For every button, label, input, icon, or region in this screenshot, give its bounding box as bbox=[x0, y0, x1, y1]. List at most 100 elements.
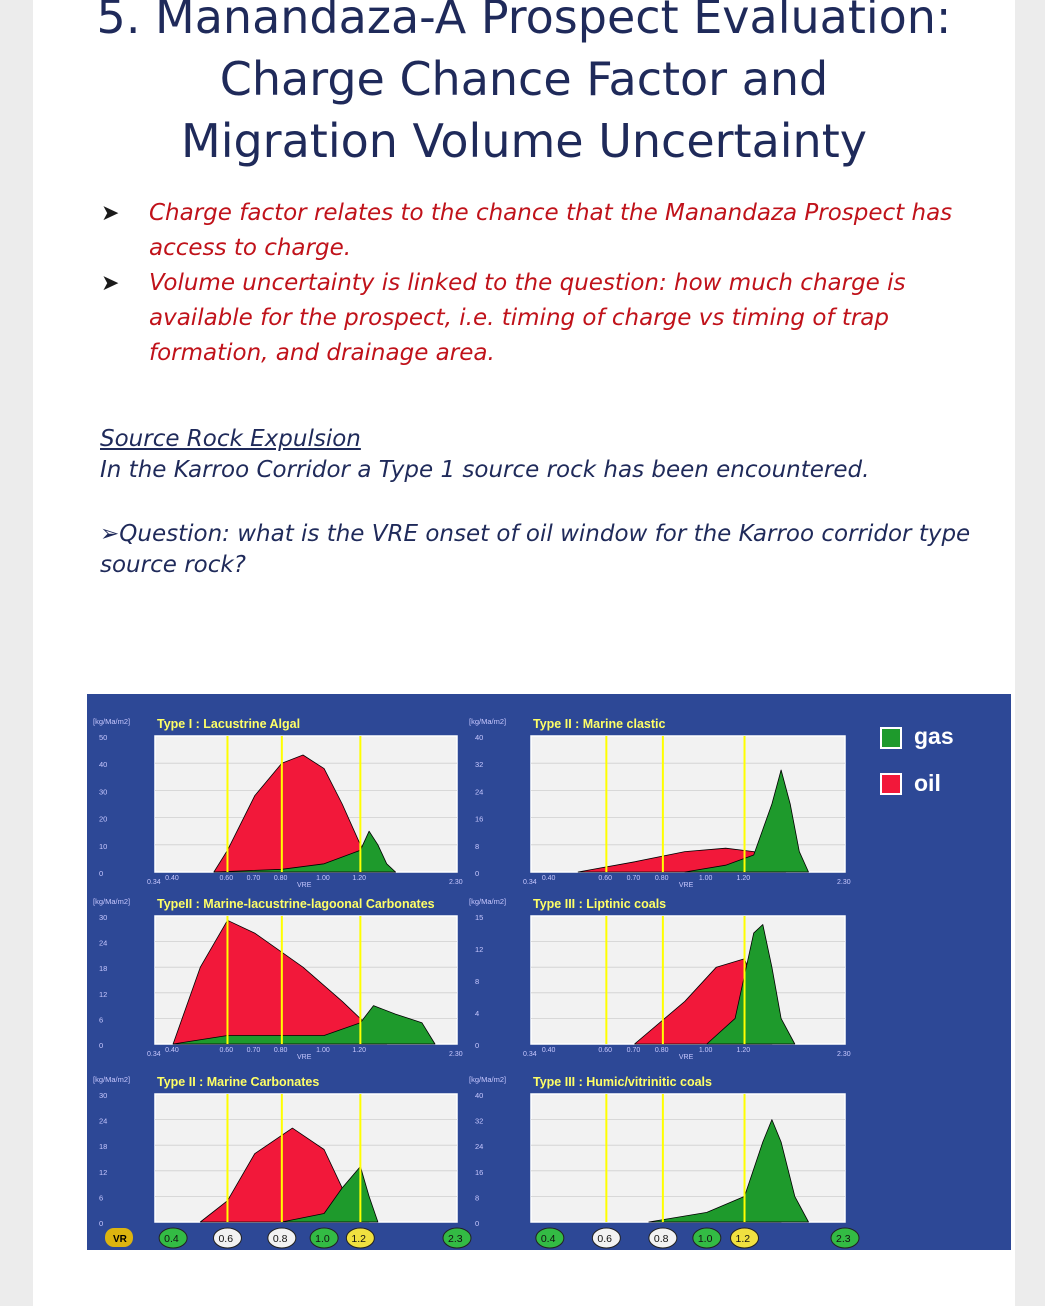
bullet-text: Volume uncertainty is linked to the ques… bbox=[149, 270, 906, 366]
y-axis-label: [kg/Ma/m2] bbox=[93, 897, 130, 906]
bullet-item: ➤ Charge factor relates to the chance th… bbox=[101, 196, 991, 266]
y-tick-label: 40 bbox=[475, 733, 483, 742]
y-tick-label: 10 bbox=[99, 842, 107, 851]
x-tick-label: 0.70 bbox=[627, 1047, 641, 1054]
y-tick-label: 32 bbox=[475, 1117, 483, 1126]
x-tick-label: 1.20 bbox=[352, 875, 366, 882]
source-rock-heading: Source Rock Expulsion bbox=[100, 426, 361, 452]
circled-vre-badge bbox=[692, 1227, 722, 1249]
y-tick-label: 32 bbox=[475, 760, 483, 769]
x-tick-label: 0.34 bbox=[523, 1051, 537, 1058]
x-tick-label: 2.30 bbox=[449, 879, 463, 886]
circled-vre-label: 0.6 bbox=[218, 1233, 233, 1245]
page-title: 5. Manandaza-A Prospect Evaluation: Char… bbox=[33, 0, 1015, 172]
y-tick-label: 0 bbox=[475, 869, 479, 878]
y-tick-label: 40 bbox=[475, 1091, 483, 1100]
x-axis-label: VRE bbox=[297, 1054, 312, 1061]
y-tick-label: 40 bbox=[99, 760, 107, 769]
circled-vre-label: 1.0 bbox=[315, 1233, 330, 1245]
x-axis-label: VRE bbox=[679, 1054, 694, 1061]
y-tick-label: 12 bbox=[99, 990, 107, 999]
source-rock-body: In the Karroo Corridor a Type 1 source r… bbox=[100, 457, 870, 483]
chart-title: Type III : Humic/vitrinitic coals bbox=[533, 1075, 712, 1089]
series-gas-area bbox=[648, 1119, 809, 1223]
y-tick-label: 16 bbox=[475, 1168, 483, 1177]
circled-vre-label: 1.0 bbox=[698, 1233, 713, 1245]
x-tick-label: 0.34 bbox=[147, 1051, 161, 1058]
x-tick-label: 0.60 bbox=[598, 875, 612, 882]
bullet-item: ➤ Volume uncertainty is linked to the qu… bbox=[101, 266, 991, 371]
chart-title: Type I : Lacustrine Algal bbox=[157, 717, 300, 731]
x-tick-label: 1.20 bbox=[737, 1047, 751, 1054]
chart-title: Type II : Marine Carbonates bbox=[157, 1075, 319, 1089]
series-gas-area bbox=[213, 830, 396, 873]
y-tick-label: 0 bbox=[99, 869, 103, 878]
y-tick-label: 24 bbox=[475, 1142, 483, 1151]
circled-vre-badge bbox=[212, 1227, 242, 1249]
x-tick-label: 0.34 bbox=[523, 879, 537, 886]
y-tick-label: 50 bbox=[99, 733, 107, 742]
question-body: Question: what is the VRE onset of oil w… bbox=[100, 521, 971, 578]
x-tick-label: 0.40 bbox=[165, 875, 179, 882]
y-tick-label: 24 bbox=[99, 1117, 107, 1126]
circled-vre-badge bbox=[345, 1227, 375, 1249]
y-tick-label: 6 bbox=[99, 1015, 103, 1024]
circled-vre-badge bbox=[309, 1227, 339, 1249]
bullet-text: Charge factor relates to the chance that… bbox=[149, 200, 953, 261]
circled-vre-label: 2.3 bbox=[836, 1233, 851, 1245]
circled-vre-label: 0.4 bbox=[164, 1233, 179, 1245]
y-axis-label: [kg/Ma/m2] bbox=[93, 717, 130, 726]
y-axis-label: [kg/Ma/m2] bbox=[469, 1075, 506, 1084]
x-tick-label: 1.00 bbox=[316, 1047, 330, 1054]
x-tick-label: 0.34 bbox=[147, 879, 161, 886]
x-axis-label: VRE bbox=[679, 882, 694, 889]
expulsion-figure: Type I : Lacustrine Algal [kg/Ma/m2] 50 40 3… bbox=[87, 694, 1011, 1250]
y-tick-label: 8 bbox=[475, 842, 479, 851]
x-tick-label: 0.80 bbox=[274, 875, 288, 882]
series-gas-area bbox=[684, 769, 809, 873]
circled-vre-badge bbox=[730, 1227, 760, 1249]
arrow-bullet-icon: ➤ bbox=[101, 271, 120, 296]
x-tick-label: 0.40 bbox=[165, 1047, 179, 1054]
circled-vre-label: 0.4 bbox=[541, 1233, 556, 1245]
y-tick-label: 0 bbox=[99, 1041, 103, 1050]
expulsion-charts-svg: Type I : Lacustrine Algal[kg/Ma/m2]50403… bbox=[87, 694, 1011, 1250]
chart-title: TypeII : Marine-lacustrine-lagoonal Carb… bbox=[157, 897, 435, 911]
chart-title: Type II : Marine clastic bbox=[533, 717, 666, 731]
y-tick-label: 12 bbox=[99, 1168, 107, 1177]
circled-vre-label: 2.3 bbox=[448, 1233, 463, 1245]
circled-vre-label: 1.2 bbox=[351, 1233, 366, 1245]
y-tick-label: 8 bbox=[475, 977, 479, 986]
y-tick-label: 15 bbox=[475, 913, 483, 922]
y-tick-label: 24 bbox=[99, 939, 107, 948]
chart-title: Type III : Liptinic coals bbox=[533, 897, 666, 911]
circled-vre-badge bbox=[442, 1227, 472, 1249]
y-tick-label: 30 bbox=[99, 913, 107, 922]
y-tick-label: 0 bbox=[475, 1219, 479, 1228]
series-gas-area bbox=[706, 924, 796, 1045]
circled-vre-badge bbox=[591, 1227, 621, 1249]
y-tick-label: 16 bbox=[475, 815, 483, 824]
title-line-3: Migration Volume Uncertainty bbox=[181, 114, 867, 168]
title-line-1: 5. Manandaza-A Prospect Evaluation: bbox=[96, 0, 952, 44]
x-tick-label: 0.80 bbox=[655, 875, 669, 882]
x-tick-label: 2.30 bbox=[837, 879, 851, 886]
arrow-bullet-icon: ➤ bbox=[101, 201, 120, 226]
y-axis-label: [kg/Ma/m2] bbox=[469, 897, 506, 906]
circled-vre-label: 1.2 bbox=[736, 1233, 751, 1245]
x-tick-label: 0.40 bbox=[542, 1047, 556, 1054]
y-axis-label: [kg/Ma/m2] bbox=[469, 717, 506, 726]
y-tick-label: 30 bbox=[99, 1091, 107, 1100]
x-tick-label: 0.70 bbox=[247, 1047, 261, 1054]
y-tick-label: 6 bbox=[99, 1193, 103, 1202]
x-tick-label: 0.80 bbox=[274, 1047, 288, 1054]
y-tick-label: 0 bbox=[99, 1219, 103, 1228]
y-tick-label: 24 bbox=[475, 787, 483, 796]
x-tick-label: 0.70 bbox=[627, 875, 641, 882]
y-tick-label: 4 bbox=[475, 1009, 479, 1018]
legend-oil-label: oil bbox=[914, 770, 941, 796]
y-tick-label: 18 bbox=[99, 1142, 107, 1151]
x-tick-label: 2.30 bbox=[449, 1051, 463, 1058]
legend-gas-label: gas bbox=[914, 723, 954, 749]
x-tick-label: 0.60 bbox=[219, 875, 233, 882]
